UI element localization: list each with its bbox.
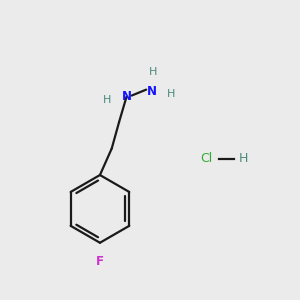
Text: Cl: Cl (200, 152, 212, 165)
Text: N: N (146, 85, 157, 98)
Text: H: H (238, 152, 248, 165)
Text: H: H (149, 67, 157, 77)
Text: H: H (103, 95, 112, 105)
Text: H: H (167, 89, 175, 99)
Text: F: F (96, 255, 104, 268)
Text: N: N (122, 91, 131, 103)
